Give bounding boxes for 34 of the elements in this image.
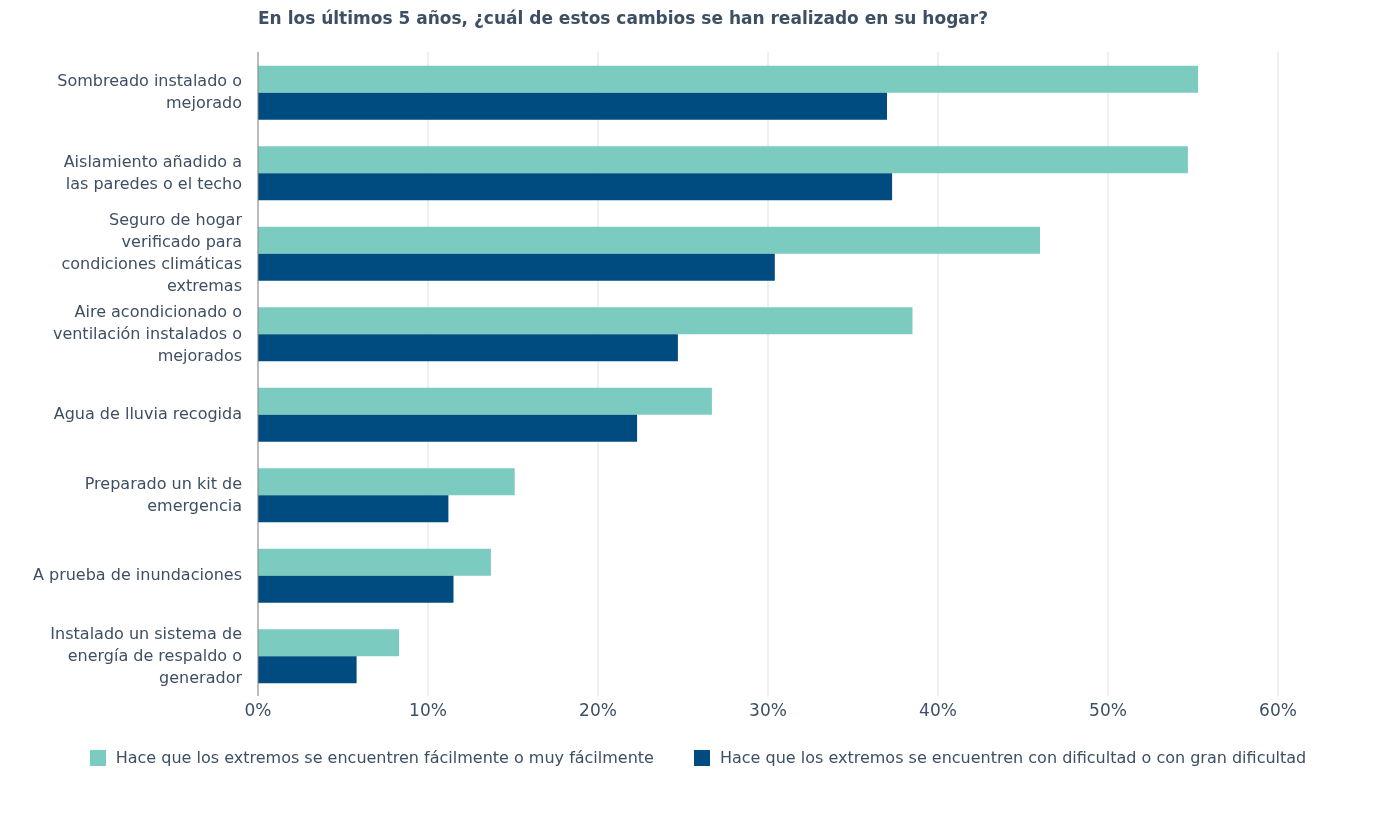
- x-tick-label: 40%: [919, 700, 957, 721]
- x-tick-label: 50%: [1089, 700, 1127, 721]
- x-tick-label: 30%: [749, 700, 787, 721]
- x-tick-label: 20%: [579, 700, 617, 721]
- x-tick-label: 0%: [244, 700, 272, 721]
- y-tick-label: Preparado un kit de emergencia: [84, 473, 242, 515]
- bar: [258, 226, 1040, 254]
- chart-title: En los últimos 5 años, ¿cuál de estos cambios se han realizado en su hogar?: [258, 8, 990, 28]
- bar: [258, 146, 1188, 174]
- bar: [258, 414, 638, 442]
- y-tick-label: Agua de lluvia recogida: [53, 403, 242, 423]
- x-tick-label: 10%: [409, 700, 447, 721]
- bar: [258, 307, 913, 335]
- legend-label: Hace que los extremos se encuentren fácilmente o muy fácilmente: [115, 748, 654, 767]
- bar: [258, 387, 712, 415]
- bar: [258, 173, 893, 201]
- bar: [258, 92, 887, 120]
- y-tick-label: Sombreado instalado o mejorado: [57, 70, 242, 112]
- bar: [258, 575, 454, 603]
- y-tick-label: Instalado un sistema de energía de respaldo o generador: [50, 623, 243, 687]
- bar: [258, 253, 775, 281]
- y-tick-label: Aislamiento añadido a las paredes o el techo: [63, 151, 242, 193]
- bar: [258, 656, 357, 684]
- bar: [258, 495, 449, 523]
- x-tick-label: 60%: [1259, 700, 1297, 721]
- legend-label: Hace que los extremos se encuentren con dificultad o con gran dificultad: [719, 748, 1307, 767]
- y-tick-label: Aire acondicionado o ventilación instalados o mejorados: [52, 301, 242, 365]
- bar: [258, 548, 491, 576]
- y-tick-label: Seguro de hogar verificado para condiciones climáticas extremas: [61, 209, 243, 295]
- bar: [258, 468, 515, 496]
- y-tick-label: A prueba de inundaciones: [32, 564, 242, 584]
- bar: [258, 629, 400, 657]
- bar: [258, 65, 1199, 93]
- bar: [258, 334, 678, 362]
